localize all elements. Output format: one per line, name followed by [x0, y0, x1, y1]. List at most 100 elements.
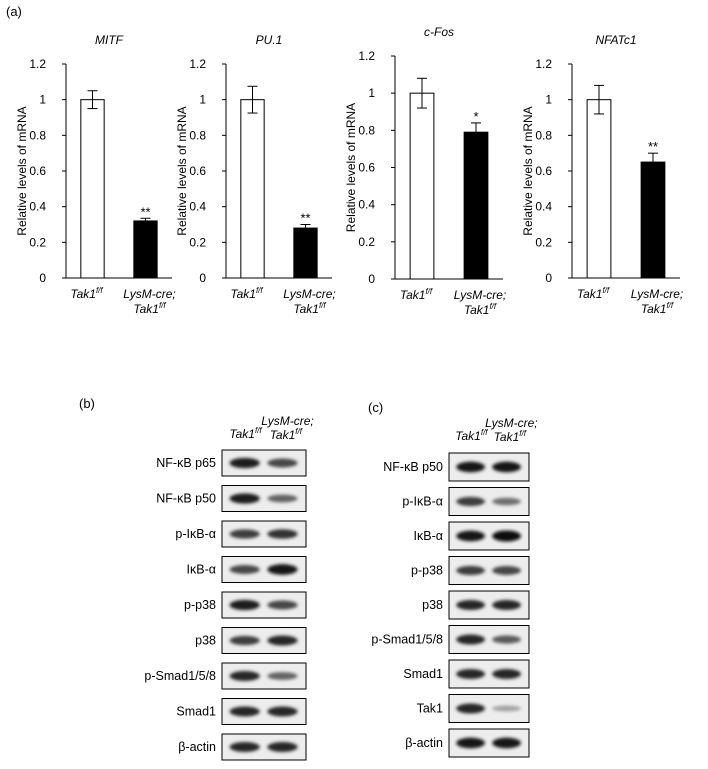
significance-mark: * [473, 109, 478, 124]
blot-band [267, 529, 298, 539]
y-axis-label: Relative levels of mRNA [175, 106, 189, 235]
y-tick-label: 0.4 [29, 200, 46, 214]
y-tick-label: 0.8 [535, 128, 552, 142]
y-tick-label: 0.2 [29, 235, 46, 249]
y-tick-label: 0 [39, 271, 46, 285]
blot-header-wt: Tak1f/f [229, 426, 262, 441]
x-tick-label: Tak1f/f [641, 301, 674, 316]
blot-header-cko: Tak1f/f [270, 427, 303, 442]
blot-band [267, 672, 298, 680]
bar [80, 99, 105, 279]
blot-label: Smad1 [403, 667, 443, 681]
y-tick-label: 1 [39, 93, 46, 107]
bar [133, 220, 158, 279]
y-tick-label: 0.4 [189, 200, 206, 214]
blot-band [229, 599, 260, 611]
blot-band [267, 600, 298, 610]
blot-label: p38 [422, 598, 443, 612]
bar-chart-4: NFATc1 Relative levels of mRNA 0 0.2 0.4 0.6 0… [521, 33, 683, 316]
y-tick-label: 0.2 [189, 235, 206, 249]
y-tick-label: 0.2 [358, 235, 375, 249]
chart-title: c-Fos [424, 25, 454, 39]
bar [463, 131, 489, 280]
blot-band [229, 457, 260, 469]
blot-band [492, 705, 521, 712]
y-tick-label: 0.8 [358, 123, 375, 137]
blot-band [229, 529, 260, 539]
blot-band [456, 737, 485, 749]
chart-title: MITF [95, 33, 124, 47]
blot-header-wt: Tak1f/f [455, 428, 488, 443]
x-tick-label: Tak1f/f [400, 287, 433, 302]
blot-band [492, 497, 521, 506]
blot-band [492, 600, 521, 610]
blot-band [456, 703, 485, 714]
y-tick-label: 1 [368, 86, 375, 100]
y-tick-label: 0.6 [29, 164, 46, 178]
bar-charts: MITF Relative levels of mRNA 0 0.2 0.4 0.6 0.8… [15, 25, 683, 317]
blot-label: p-IκB-α [402, 495, 443, 509]
panel-b-label: (b) [79, 396, 95, 411]
blot-label: NF-κB p50 [156, 492, 216, 506]
blot-band [456, 669, 485, 679]
bar [640, 161, 666, 279]
blot-band [229, 706, 260, 717]
blot-label: β-actin [178, 740, 216, 754]
blot-band [492, 530, 521, 542]
y-axis-label: Relative levels of mRNA [15, 106, 29, 235]
panel-a-label: (a) [6, 4, 22, 19]
y-tick-label: 0 [368, 272, 375, 286]
blot-label: p-p38 [184, 598, 216, 612]
y-axis-label: Relative levels of mRNA [344, 103, 358, 232]
blot-band [456, 565, 485, 576]
blot-band [456, 496, 485, 507]
panel-c-label: (c) [368, 400, 383, 415]
blot-label: p38 [195, 634, 216, 648]
blot-band [492, 461, 521, 473]
x-tick-label: Tak1f/f [464, 302, 497, 317]
blot-band [229, 742, 260, 752]
y-tick-label: 1 [545, 93, 552, 107]
blot-label: IκB-α [187, 563, 216, 577]
blot-label: p-IκB-α [175, 527, 216, 541]
significance-mark: ** [140, 204, 150, 219]
blot-band [267, 706, 298, 717]
blot-label: NF-κB p50 [383, 460, 443, 474]
blot-label: Smad1 [176, 705, 216, 719]
x-tick-label: Tak1f/f [577, 286, 610, 301]
y-tick-label: 0.4 [358, 198, 375, 212]
blot-header-cko: LysM-cre; [485, 416, 537, 430]
bar [409, 92, 435, 280]
y-tick-label: 0 [199, 271, 206, 285]
y-tick-label: 0.6 [358, 161, 375, 175]
bar [293, 227, 318, 279]
y-tick-label: 1.2 [535, 57, 552, 71]
significance-mark: ** [648, 139, 658, 154]
y-tick-label: 0.6 [535, 164, 552, 178]
y-tick-label: 1 [199, 93, 206, 107]
blot-band [456, 600, 485, 610]
blot-label: p-Smad1/5/8 [144, 669, 216, 683]
y-tick-label: 0.8 [189, 128, 206, 142]
blot-band [492, 669, 521, 679]
bar-chart-3: c-Fos Relative levels of mRNA 0 0.2 0.4 0.6 0.… [344, 25, 506, 317]
blot-header-cko: LysM-cre; [261, 414, 313, 428]
x-tick-label: LysM-cre; [631, 287, 683, 301]
x-tick-label: Tak1f/f [133, 301, 166, 316]
blot-band [456, 634, 485, 645]
y-tick-label: 0 [545, 271, 552, 285]
y-tick-label: 0.4 [535, 200, 552, 214]
blot-label: NF-κB p65 [156, 456, 216, 470]
chart-title: PU.1 [256, 33, 283, 47]
blot-band [267, 458, 298, 468]
blot-band [267, 564, 298, 575]
blot-band [267, 635, 298, 646]
blot-band [267, 494, 298, 503]
y-tick-label: 1.2 [29, 57, 46, 71]
blot-band [456, 461, 485, 473]
blot-band [229, 493, 260, 504]
chart-title: NFATc1 [595, 33, 636, 47]
blot-label: IκB-α [414, 529, 443, 543]
